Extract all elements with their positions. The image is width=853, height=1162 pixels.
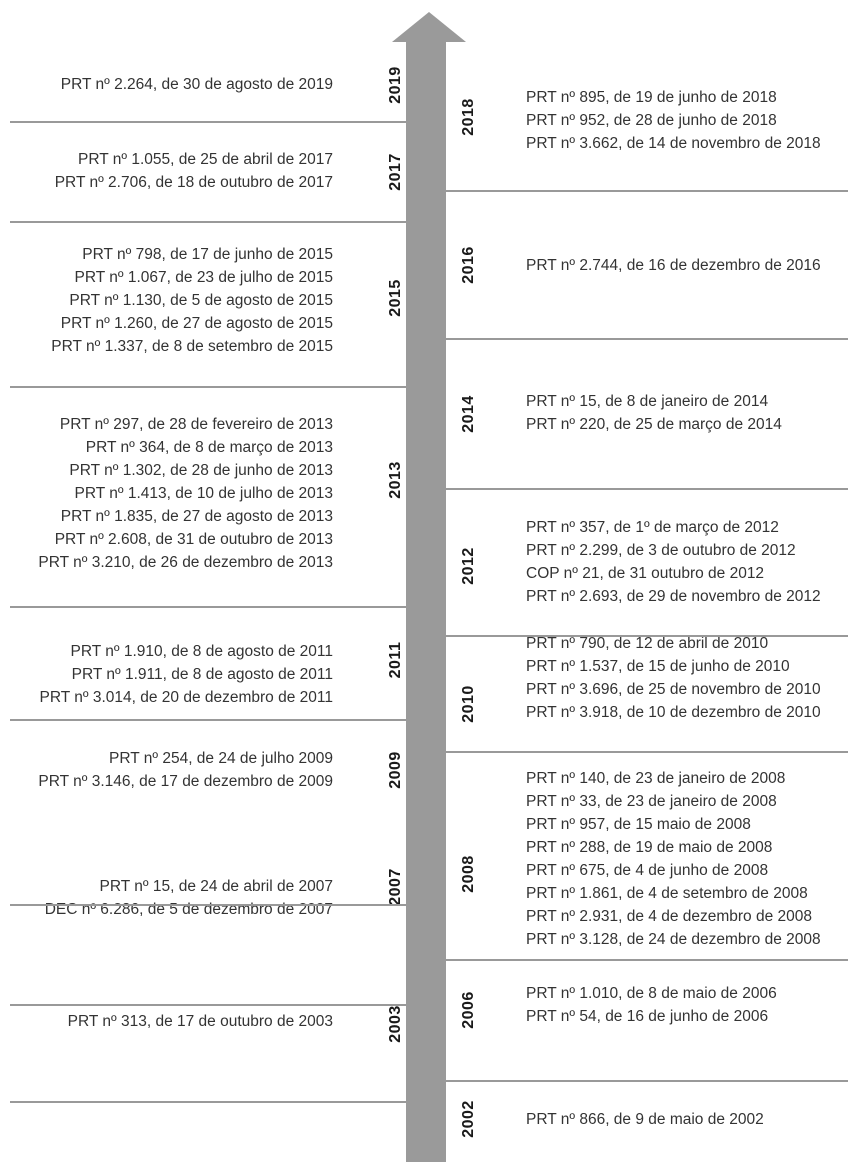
year-label: 2018: [460, 98, 477, 136]
left-entries-2019: PRT nº 2.264, de 30 de agosto de 2019: [61, 73, 333, 96]
entry-line: PRT nº 790, de 12 de abril de 2010: [526, 635, 769, 652]
entry-line: PRT nº 3.128, de 24 de dezembro de 2008: [526, 931, 821, 948]
year-label: 2007: [387, 868, 404, 906]
entry-line: PRT nº 364, de 8 de março de 2013: [85, 439, 333, 456]
entry-line: PRT nº 54, de 16 de junho de 2006: [526, 1008, 769, 1025]
entry-line: PRT nº 2.608, de 31 de outubro de 2013: [54, 531, 333, 548]
left-separator: [10, 904, 406, 906]
entry-line: PRT nº 3.146, de 17 de dezembro de 2009: [38, 773, 333, 790]
right-entries-2016: PRT nº 2.744, de 16 de dezembro de 2016: [526, 254, 821, 277]
left-entries-2007: PRT nº 15, de 24 de abril de 2007 DEC nº …: [45, 875, 333, 921]
entry-line: PRT nº 1.010, de 8 de maio de 2006: [526, 985, 777, 1002]
entry-line: PRT nº 3.918, de 10 de dezembro de 2010: [526, 704, 821, 721]
entry-line: DEC nº 6.286, de 5 de dezembro de 2007: [44, 901, 333, 918]
entry-line: PRT nº 1.537, de 15 de junho de 2010: [526, 658, 790, 675]
entry-line: PRT nº 1.260, de 27 de agosto de 2015: [60, 315, 333, 332]
entry-line: PRT nº 2.744, de 16 de dezembro de 2016: [526, 257, 821, 274]
entry-line: PRT nº 220, de 25 de março de 2014: [526, 416, 782, 433]
year-label: 2002: [460, 1100, 477, 1138]
entry-line: PRT nº 866, de 9 de maio de 2002: [526, 1111, 764, 1128]
entry-line: PRT nº 1.130, de 5 de agosto de 2015: [69, 292, 333, 309]
left-entries-2015: PRT nº 798, de 17 de junho de 2015 PRT nº…: [51, 243, 333, 358]
year-label: 2011: [387, 641, 404, 679]
entry-line: PRT nº 3.696, de 25 de novembro de 2010: [526, 681, 821, 698]
right-separator: [446, 1080, 848, 1082]
year-label: 2015: [387, 279, 404, 317]
right-entries-2018: PRT nº 895, de 19 de junho de 2018 PRT nº…: [526, 86, 821, 155]
right-separator: [446, 488, 848, 490]
right-entries-2002: PRT nº 866, de 9 de maio de 2002: [526, 1108, 764, 1131]
arrow-head: [392, 12, 466, 42]
left-separator: [10, 1101, 406, 1103]
left-entries-2009: PRT nº 254, de 24 de julho 2009 PRT nº 3.…: [38, 747, 333, 793]
entry-line: PRT nº 1.067, de 23 de julho de 2015: [74, 269, 333, 286]
year-label: 2003: [387, 1005, 404, 1043]
entry-line: PRT nº 1.413, de 10 de julho de 2013: [74, 485, 333, 502]
entry-line: PRT nº 3.662, de 14 de novembro de 2018: [526, 135, 821, 152]
left-separator: [10, 719, 406, 721]
left-separator: [10, 121, 406, 123]
year-label: 2016: [460, 246, 477, 284]
entry-line: PRT nº 1.911, de 8 de agosto de 2011: [71, 666, 333, 683]
arrow-shaft: [406, 40, 446, 1162]
year-label: 2017: [387, 153, 404, 191]
entry-line: PRT nº 952, de 28 de junho de 2018: [526, 112, 777, 129]
entry-line: PRT nº 1.835, de 27 de agosto de 2013: [60, 508, 333, 525]
year-label: 2008: [460, 855, 477, 893]
right-separator: [446, 959, 848, 961]
entry-line: PRT nº 357, de 1º de março de 2012: [526, 519, 779, 536]
left-separator: [10, 1004, 406, 1006]
right-separator: [446, 190, 848, 192]
entry-line: COP nº 21, de 31 outubro de 2012: [526, 565, 765, 582]
entry-line: PRT nº 798, de 17 de junho de 2015: [82, 246, 333, 263]
right-entries-2012: PRT nº 357, de 1º de março de 2012 PRT nº…: [526, 516, 821, 608]
entry-line: PRT nº 313, de 17 de outubro de 2003: [67, 1013, 333, 1030]
entry-line: PRT nº 140, de 23 de janeiro de 2008: [526, 770, 786, 787]
entry-line: PRT nº 15, de 8 de janeiro de 2014: [526, 393, 769, 410]
entry-line: PRT nº 2.299, de 3 de outubro de 2012: [526, 542, 796, 559]
right-separator: [446, 338, 848, 340]
left-separator: [10, 386, 406, 388]
entry-line: PRT nº 1.337, de 8 de setembro de 2015: [51, 338, 333, 355]
entry-line: PRT nº 3.210, de 26 de dezembro de 2013: [38, 554, 333, 571]
left-entries-2013: PRT nº 297, de 28 de fevereiro de 2013 PR…: [38, 413, 333, 574]
right-entries-2014: PRT nº 15, de 8 de janeiro de 2014 PRT nº…: [526, 390, 782, 436]
entry-line: PRT nº 1.910, de 8 de agosto de 2011: [70, 643, 333, 660]
entry-line: PRT nº 1.302, de 28 de junho de 2013: [69, 462, 333, 479]
right-entries-2010: PRT nº 790, de 12 de abril de 2010 PRT nº…: [526, 632, 821, 724]
right-separator: [446, 635, 848, 637]
entry-line: PRT nº 2.264, de 30 de agosto de 2019: [60, 76, 333, 93]
entry-line: PRT nº 957, de 15 maio de 2008: [526, 816, 751, 833]
left-entries-2011: PRT nº 1.910, de 8 de agosto de 2011 PRT …: [40, 640, 334, 709]
entry-line: PRT nº 1.055, de 25 de abril de 2017: [77, 151, 333, 168]
year-label: 2010: [460, 685, 477, 723]
year-label: 2019: [387, 66, 404, 104]
entry-line: PRT nº 895, de 19 de junho de 2018: [526, 89, 777, 106]
year-label: 2009: [387, 751, 404, 789]
entry-line: PRT nº 288, de 19 de maio de 2008: [526, 839, 773, 856]
entry-line: PRT nº 15, de 24 de abril de 2007: [99, 878, 333, 895]
entry-line: PRT nº 2.706, de 18 de outubro de 2017: [54, 174, 333, 191]
entry-line: PRT nº 1.861, de 4 de setembro de 2008: [526, 885, 808, 902]
right-entries-2006: PRT nº 1.010, de 8 de maio de 2006 PRT nº…: [526, 982, 777, 1028]
entry-line: PRT nº 297, de 28 de fevereiro de 2013: [59, 416, 333, 433]
left-separator: [10, 606, 406, 608]
entry-line: PRT nº 675, de 4 de junho de 2008: [526, 862, 769, 879]
entry-line: PRT nº 33, de 23 de janeiro de 2008: [526, 793, 777, 810]
entry-line: PRT nº 254, de 24 de julho 2009: [109, 750, 333, 767]
entry-line: PRT nº 2.693, de 29 de novembro de 2012: [526, 588, 821, 605]
left-separator: [10, 221, 406, 223]
year-label: 2013: [387, 461, 404, 499]
entry-line: PRT nº 2.931, de 4 de dezembro de 2008: [526, 908, 813, 925]
year-label: 2012: [460, 547, 477, 585]
entry-line: PRT nº 3.014, de 20 de dezembro de 2011: [39, 689, 334, 706]
right-entries-2008: PRT nº 140, de 23 de janeiro de 2008 PRT …: [526, 767, 821, 951]
left-entries-2003: PRT nº 313, de 17 de outubro de 2003: [68, 1010, 333, 1033]
left-entries-2017: PRT nº 1.055, de 25 de abril de 2017 PRT …: [55, 148, 333, 194]
year-label: 2006: [460, 991, 477, 1029]
right-separator: [446, 751, 848, 753]
year-label: 2014: [460, 395, 477, 433]
